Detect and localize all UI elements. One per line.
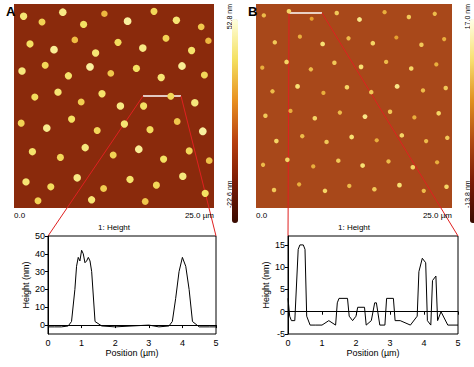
- svg-text:-13.8 nm: -13.8 nm: [464, 180, 471, 208]
- svg-text:A: A: [6, 4, 16, 19]
- svg-text:5: 5: [213, 338, 218, 348]
- svg-text:5: 5: [280, 284, 285, 294]
- svg-text:2: 2: [353, 338, 358, 348]
- svg-text:25.0 µm: 25.0 µm: [423, 211, 452, 220]
- svg-text:3: 3: [387, 338, 392, 348]
- svg-text:3: 3: [146, 338, 151, 348]
- svg-text:15: 15: [275, 240, 285, 250]
- svg-text:0: 0: [40, 320, 45, 330]
- svg-text:10: 10: [35, 302, 45, 312]
- svg-text:5: 5: [455, 338, 460, 348]
- svg-text:0.0: 0.0: [14, 211, 26, 220]
- svg-text:Position (µm): Position (µm): [346, 348, 399, 358]
- svg-text:25.0 µm: 25.0 µm: [185, 211, 214, 220]
- svg-text:17.0 nm: 17.0 nm: [464, 4, 471, 29]
- svg-text:0.0: 0.0: [256, 211, 268, 220]
- svg-text:52.8 nm: 52.8 nm: [226, 4, 233, 29]
- svg-text:-5: -5: [277, 329, 285, 339]
- svg-text:0: 0: [45, 338, 50, 348]
- svg-text:Position (µm): Position (µm): [105, 348, 158, 358]
- svg-text:0: 0: [285, 338, 290, 348]
- svg-text:Height (nm): Height (nm): [261, 261, 271, 308]
- svg-text:1: Height: 1: Height: [98, 223, 131, 232]
- svg-text:2: 2: [113, 338, 118, 348]
- svg-text:4: 4: [421, 338, 426, 348]
- svg-text:1: Height: 1: Height: [338, 223, 371, 232]
- svg-text:20: 20: [35, 284, 45, 294]
- svg-text:-22.6 nm: -22.6 nm: [226, 180, 233, 208]
- svg-text:50: 50: [35, 231, 45, 241]
- svg-text:10: 10: [275, 262, 285, 272]
- svg-text:30: 30: [35, 267, 45, 277]
- svg-text:40: 40: [35, 249, 45, 259]
- svg-text:B: B: [248, 4, 257, 19]
- svg-text:1: 1: [79, 338, 84, 348]
- svg-text:0: 0: [280, 307, 285, 317]
- svg-text:4: 4: [180, 338, 185, 348]
- svg-text:Height (nm): Height (nm): [21, 261, 31, 308]
- svg-text:1: 1: [319, 338, 324, 348]
